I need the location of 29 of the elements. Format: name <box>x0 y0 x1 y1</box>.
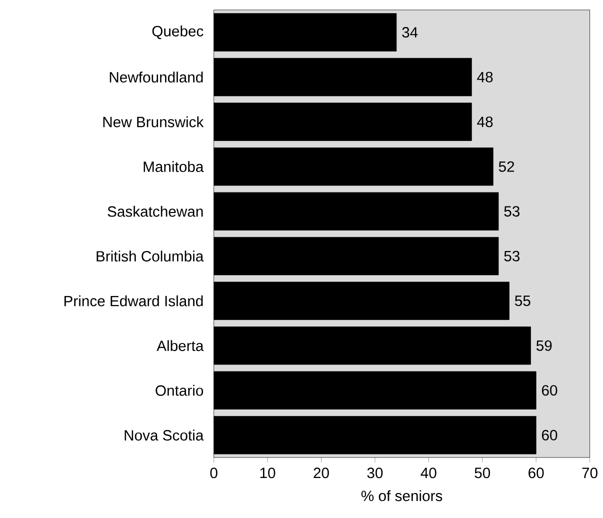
x-tick-label: 20 <box>314 468 329 478</box>
x-tick-label: 70 <box>582 468 598 478</box>
x-axis-title: % of seniors <box>361 490 442 502</box>
x-tick-label: 40 <box>420 468 436 478</box>
y-tick-label: Ontario <box>156 384 204 396</box>
x-tick-label: 0 <box>210 468 218 478</box>
data-label: 52 <box>498 161 514 172</box>
y-tick-label: Nova Scotia <box>124 430 204 441</box>
data-label: 55 <box>514 296 530 306</box>
y-tick-label: British Columbia <box>96 250 204 262</box>
y-tick-label: Manitoba <box>144 161 204 172</box>
data-label: 48 <box>477 116 493 128</box>
x-tick-label: 10 <box>260 468 276 478</box>
data-label: 60 <box>542 385 558 396</box>
y-tick-label: Quebec <box>152 25 204 40</box>
data-label: 48 <box>477 72 493 82</box>
data-label: 53 <box>504 206 520 217</box>
y-tick-label: Saskatchewan <box>108 206 203 217</box>
y-tick-label: Prince Edward Island <box>64 295 203 306</box>
x-tick-label: 30 <box>367 468 383 478</box>
data-label: 34 <box>402 26 418 38</box>
data-label: 53 <box>504 250 520 262</box>
y-tick-label: Newfoundland <box>110 72 203 82</box>
x-tick-label: 60 <box>528 468 544 478</box>
y-tick-label: Alberta <box>156 340 204 351</box>
x-tick-label: 50 <box>474 468 490 478</box>
data-label: 59 <box>536 340 552 351</box>
data-label: 60 <box>542 430 558 440</box>
y-tick-label: New Brunswick <box>103 116 204 128</box>
